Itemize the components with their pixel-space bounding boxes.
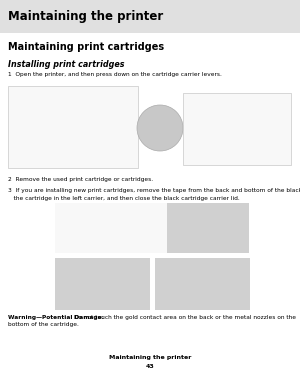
Text: Installing print cartridges: Installing print cartridges: [8, 60, 124, 69]
Ellipse shape: [137, 105, 183, 151]
Text: Warning—Potential Damage:: Warning—Potential Damage:: [8, 315, 104, 320]
Text: Maintaining print cartridges: Maintaining print cartridges: [8, 42, 164, 52]
Bar: [55, 203, 167, 253]
Bar: [8, 86, 138, 168]
Text: 1  Open the printer, and then press down on the cartridge carrier levers.: 1 Open the printer, and then press down …: [8, 72, 222, 77]
Text: 3  If you are installing new print cartridges, remove the tape from the back and: 3 If you are installing new print cartri…: [8, 188, 300, 193]
Text: Do not touch the gold contact area on the back or the metal nozzles on the: Do not touch the gold contact area on th…: [72, 315, 296, 320]
Text: Maintaining the printer: Maintaining the printer: [109, 355, 191, 360]
Bar: [55, 258, 150, 310]
Bar: [167, 203, 249, 253]
Text: bottom of the cartridge.: bottom of the cartridge.: [8, 322, 79, 327]
Bar: [0, 0, 300, 33]
Text: 43: 43: [146, 364, 154, 369]
Bar: [155, 258, 250, 310]
Text: 2  Remove the used print cartridge or cartridges.: 2 Remove the used print cartridge or car…: [8, 177, 153, 182]
Bar: [183, 93, 291, 165]
Text: the cartridge in the left carrier, and then close the black cartridge carrier li: the cartridge in the left carrier, and t…: [8, 196, 240, 201]
Text: Maintaining the printer: Maintaining the printer: [8, 10, 163, 23]
